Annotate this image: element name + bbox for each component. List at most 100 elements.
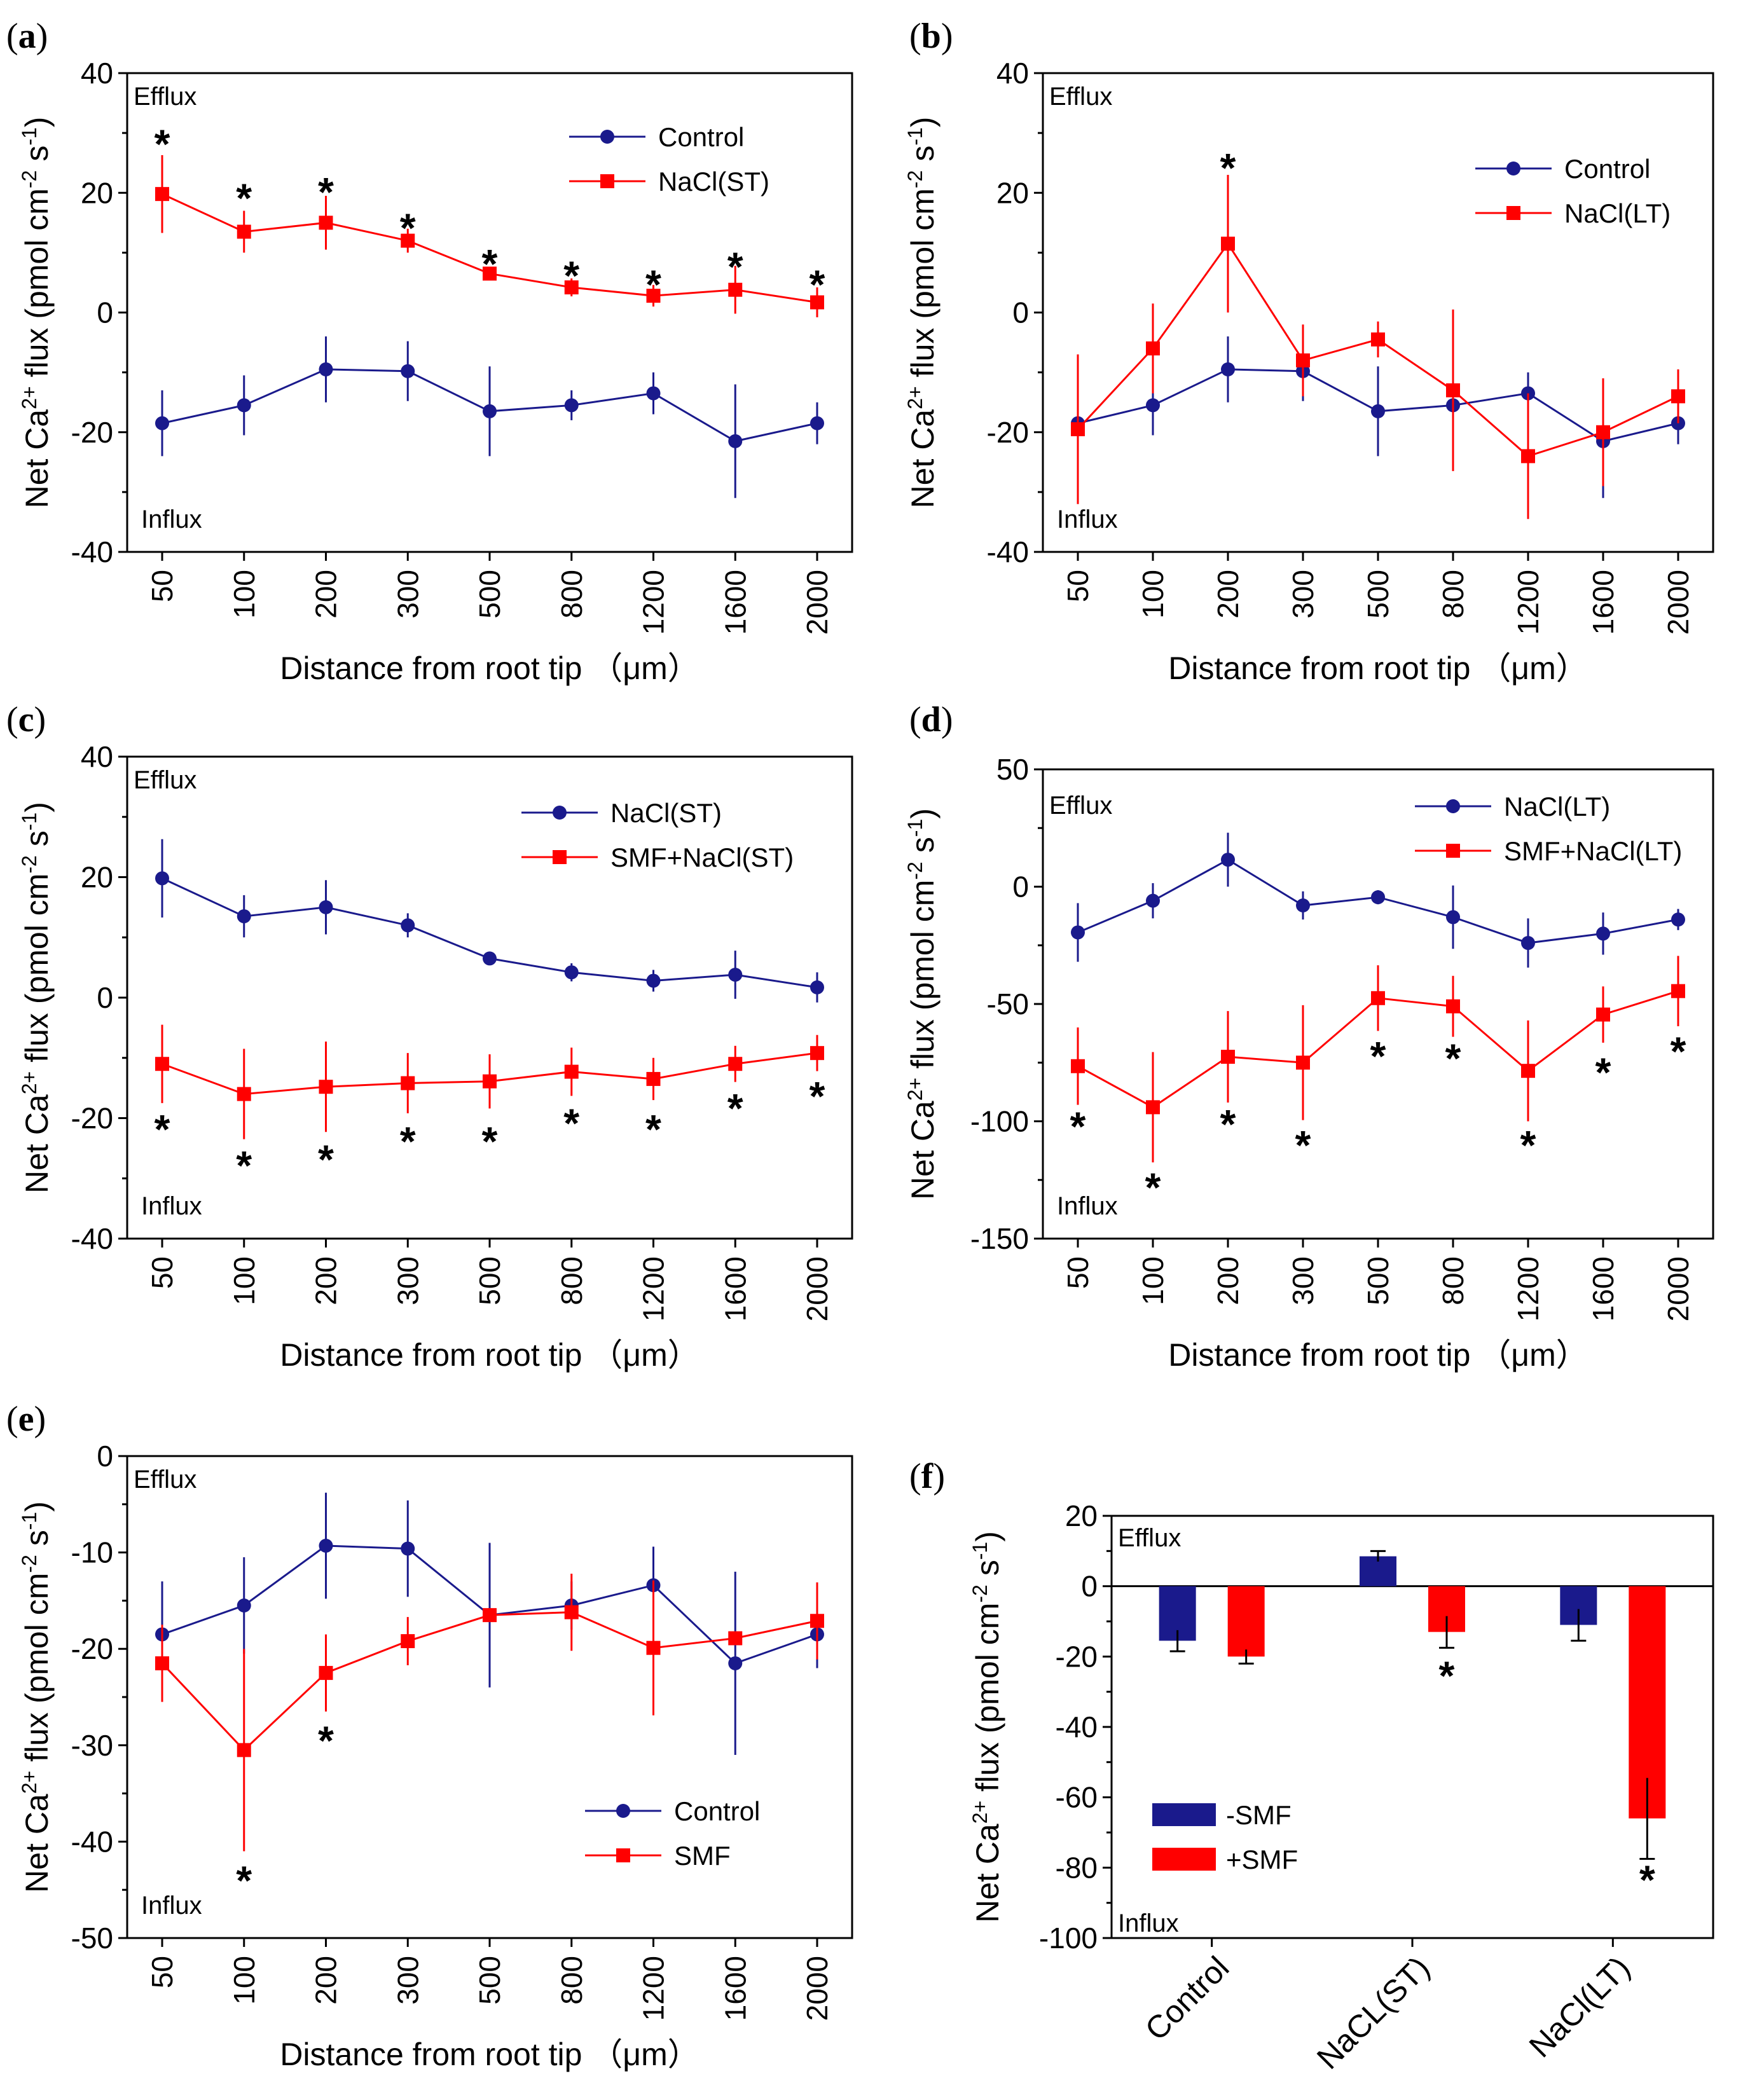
- data-point: [237, 1087, 251, 1101]
- panel-label-open: (: [909, 17, 921, 56]
- significance-star: *: [236, 175, 252, 221]
- x-tick-label: 300: [391, 570, 424, 619]
- data-point: [483, 404, 497, 418]
- panel-label-open: (: [6, 17, 18, 56]
- x-tick-label: 500: [473, 570, 506, 619]
- y-axis-label-part: -1: [904, 819, 927, 837]
- data-point: [1596, 1007, 1610, 1022]
- data-point: [646, 386, 661, 401]
- significance-star: *: [563, 253, 579, 299]
- panel-label-letter: d: [921, 700, 941, 739]
- significance-star: *: [810, 262, 825, 308]
- data-point: [155, 1057, 169, 1071]
- y-tick-label: 0: [1081, 1570, 1098, 1603]
- x-tick-label: 100: [1136, 1256, 1169, 1305]
- panel-label-close: ): [34, 700, 46, 739]
- y-tick-label: -40: [987, 535, 1029, 568]
- data-point: [1521, 936, 1535, 951]
- y-tick-label: 40: [81, 740, 113, 773]
- significance-star: *: [810, 1073, 825, 1119]
- influx-label: Influx: [141, 1892, 202, 1920]
- data-point: [237, 398, 251, 413]
- data-point: [646, 973, 661, 988]
- y-axis-label-part: -1: [18, 1512, 41, 1530]
- y-tick-label: 0: [97, 296, 113, 329]
- significance-star: *: [1070, 1104, 1086, 1150]
- panel-label-close: ): [941, 700, 953, 739]
- y-tick-label: -50: [987, 987, 1029, 1021]
- panel-label: (d): [909, 700, 953, 739]
- y-axis-label-part: s: [905, 146, 941, 170]
- data-point: [810, 416, 824, 430]
- data-point: [1371, 332, 1385, 347]
- x-category-label: NaCl(LT): [1522, 1949, 1637, 2064]
- x-tick-label: 50: [146, 570, 179, 602]
- y-tick-label: 20: [1065, 1499, 1098, 1532]
- data-point: [155, 871, 169, 886]
- x-axis-label: Distance from root tip （μm）: [280, 650, 699, 686]
- data-point: [1146, 893, 1160, 908]
- y-axis-label-part: 2+: [18, 386, 41, 409]
- data-point: [564, 280, 579, 294]
- y-axis-label-part: ): [19, 1501, 55, 1512]
- panel-label-open: (: [909, 700, 921, 739]
- data-point: [646, 1640, 661, 1655]
- x-category-label: NaCL(ST): [1310, 1949, 1437, 2076]
- y-axis-label-part: ): [905, 808, 941, 819]
- x-tick-label: 2000: [801, 570, 834, 635]
- data-point: [1071, 1059, 1085, 1073]
- series-NaCl(LT): [1071, 832, 1685, 968]
- y-axis-label: Net Ca2+ flux (pmol cm-2 s-1): [968, 1531, 1005, 1923]
- series-Control: [1071, 336, 1685, 498]
- panel-label: (f): [909, 1457, 945, 1496]
- significance-star: *: [318, 1136, 334, 1182]
- y-tick-label: 0: [97, 1440, 113, 1473]
- y-tick-label: -40: [71, 1222, 113, 1255]
- y-axis-label: Net Ca2+ flux (pmol cm-2 s-1): [18, 1501, 55, 1893]
- data-point: [1296, 1055, 1310, 1070]
- significance-star: *: [318, 1718, 334, 1764]
- data-point: [1071, 925, 1085, 940]
- y-tick-label: -150: [970, 1222, 1029, 1255]
- panel-label-letter: f: [921, 1457, 934, 1496]
- y-tick-label: 0: [1012, 296, 1029, 329]
- y-tick-label: -100: [970, 1105, 1029, 1138]
- x-tick-label: 50: [1061, 570, 1094, 602]
- data-point: [401, 1076, 415, 1090]
- significance-star: *: [563, 1101, 579, 1146]
- data-point: [319, 900, 333, 914]
- y-tick-label: -20: [71, 1102, 113, 1135]
- x-axis-label: Distance from root tip （μm）: [280, 2037, 699, 2072]
- data-point: [401, 233, 415, 248]
- y-axis-label-part: ): [19, 802, 55, 813]
- data-point: [1146, 1100, 1160, 1115]
- y-tick-label: -60: [1056, 1781, 1098, 1814]
- y-axis-label-part: -2: [18, 855, 41, 873]
- y-axis-label-part: -2: [18, 170, 41, 188]
- efflux-label: Efflux: [134, 83, 196, 111]
- x-tick-label: 100: [1136, 570, 1169, 619]
- y-axis-label-part: Net Ca: [905, 1101, 941, 1200]
- y-axis-label: Net Ca2+ flux (pmol cm-2 s-1): [904, 117, 941, 509]
- significance-star: *: [1671, 1028, 1686, 1074]
- x-tick-label: 1600: [1587, 1256, 1620, 1321]
- y-tick-label: -40: [1056, 1710, 1098, 1743]
- x-tick-label: 300: [391, 1256, 424, 1305]
- legend-label: +SMF: [1226, 1845, 1298, 1874]
- legend-label: SMF: [674, 1841, 731, 1871]
- significance-star: *: [645, 1106, 661, 1152]
- legend-label: SMF+NaCl(ST): [610, 842, 794, 872]
- data-point: [483, 1074, 497, 1089]
- significance-star: *: [318, 169, 334, 215]
- significance-star: *: [1439, 1653, 1455, 1698]
- y-axis-label: Net Ca2+ flux (pmol cm-2 s-1): [18, 802, 55, 1193]
- x-tick-label: 2000: [1662, 1256, 1695, 1321]
- x-axis-label: Distance from root tip （μm）: [280, 1337, 699, 1373]
- data-point: [1296, 898, 1310, 913]
- data-point: [1371, 404, 1385, 418]
- data-point: [1296, 353, 1310, 368]
- y-axis-label-part: s: [19, 146, 55, 170]
- data-point: [728, 282, 743, 297]
- y-tick-label: -20: [71, 416, 113, 449]
